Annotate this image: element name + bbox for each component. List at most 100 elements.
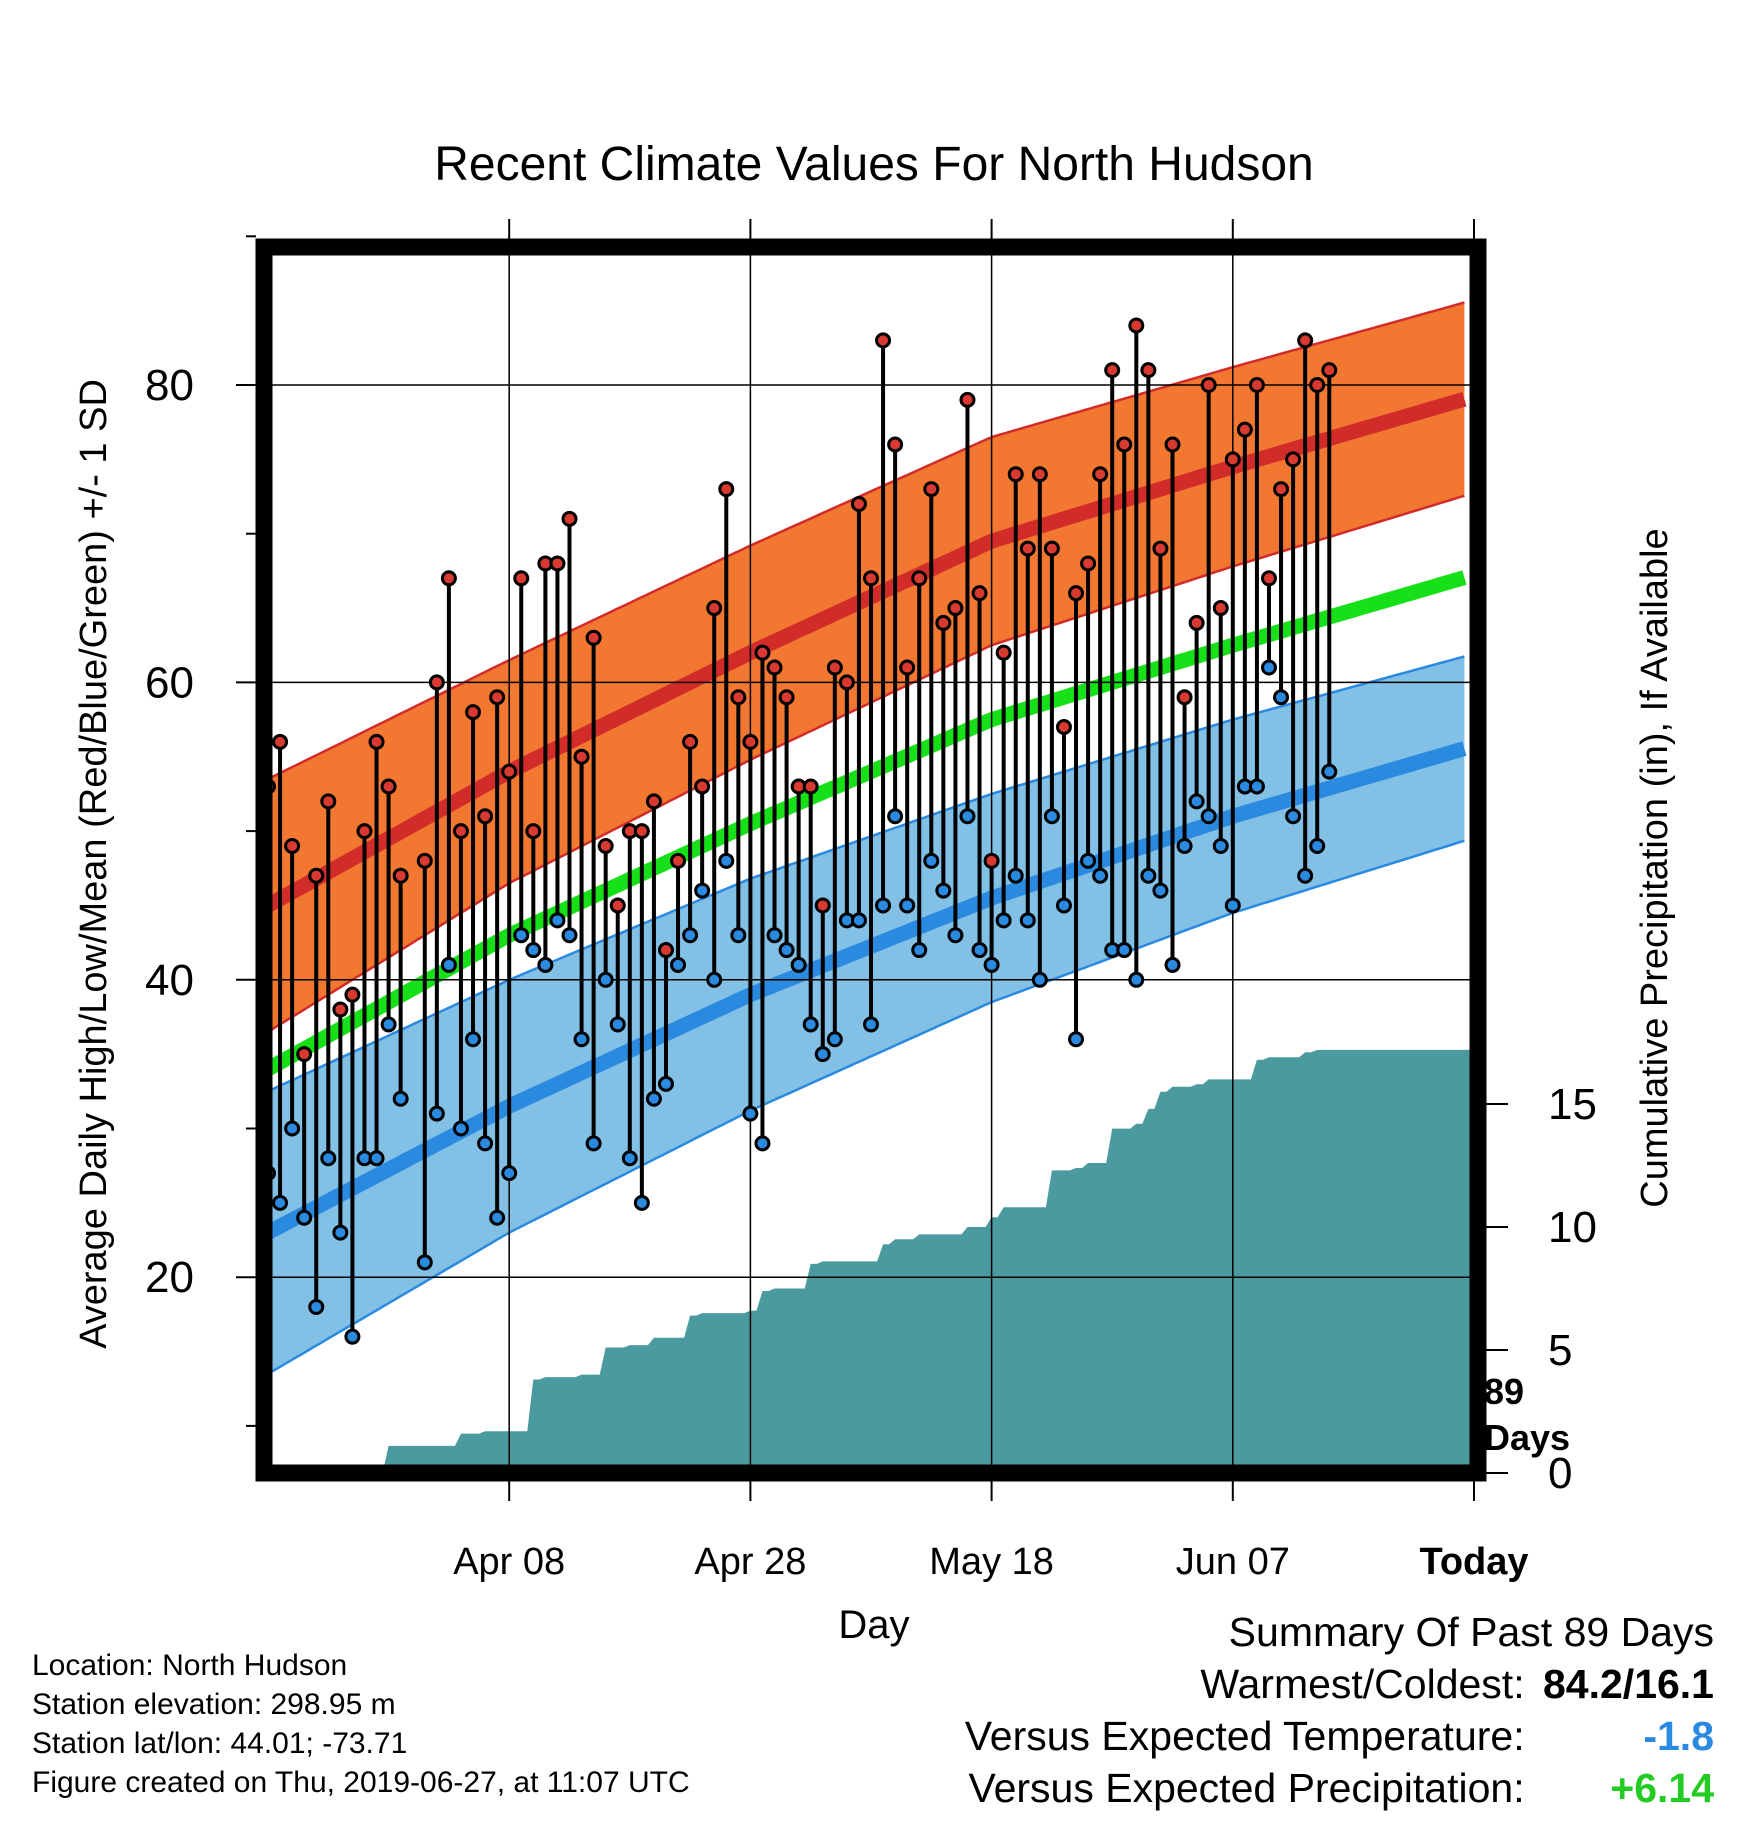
daily-high-point [1116,436,1133,453]
daily-high-point [682,733,699,750]
daily-high-point [706,600,723,617]
daily-high-point [380,778,397,795]
station-info: Location: North Hudson Station elevation… [32,1646,690,1802]
daily-high-point [609,897,626,914]
daily-high-point [959,391,976,408]
daily-high-point [863,570,879,587]
daily-dots [264,317,1338,1345]
daily-low-point [1285,808,1302,825]
daily-low-point [718,852,735,869]
daily-high-point [368,733,385,750]
daily-low-point [465,1031,482,1048]
daily-low-point [1188,793,1205,810]
daily-high-point [1031,466,1048,483]
daily-low-point [850,912,867,929]
y2-axis-label: Cumulative Precipitation (in), If Availa… [1634,528,1676,1207]
daily-low-point [1321,763,1338,780]
precip-label: Versus Expected Precipitation: [968,1765,1525,1811]
warm-cold-value: 84.2/16.1 [1543,1661,1714,1707]
daily-high-point [1092,466,1109,483]
daily-low-point [1140,867,1157,884]
daily-low-point [1248,778,1265,795]
daily-high-point [1068,585,1085,602]
daily-low-point [501,1165,518,1182]
daily-low-point [1260,659,1277,676]
daily-low-point [1055,897,1072,914]
low-band-lower-edge [264,839,1465,1378]
temp-label: Versus Expected Temperature: [964,1713,1525,1759]
daily-low-point [706,971,723,988]
daily-high-point [344,986,361,1003]
daily-low-point [537,956,554,973]
daily-high-point [1188,614,1205,631]
daily-low-point [1080,852,1097,869]
plot-frame [255,238,1487,1482]
daily-low-point [826,1031,843,1048]
y2-tick-label: 0 [1548,1449,1572,1498]
daily-low-point [320,1150,337,1167]
daily-low-point [802,1016,819,1033]
summary-warm-cold: Warmest/Coldest: 84.2/16.1 [965,1658,1714,1710]
y2-tick-label: 15 [1548,1080,1597,1129]
daily-low-point [730,927,747,944]
daily-low-point [983,956,1000,973]
daily-low-point [597,971,614,988]
daily-low-point [1224,897,1241,914]
daily-low-point [935,882,952,899]
daily-low-point [380,1016,397,1033]
daily-high-point [1248,377,1265,393]
daily-low-point [1007,867,1024,884]
daily-low-point [923,852,940,869]
y-tick-label: 80 [145,361,194,410]
daily-low-point [657,1075,674,1092]
daily-high-point [452,823,469,840]
latlon-text: Station lat/lon: 44.01; -73.71 [32,1727,408,1760]
plot-content [264,247,1478,1473]
daily-low-point [887,808,904,825]
daily-low-point [1092,867,1109,884]
daily-low-point [1043,808,1060,825]
daily-low-point [452,1120,469,1137]
daily-low-point [1297,867,1314,884]
daily-low-point [1309,837,1326,854]
daily-low-point [1212,837,1229,854]
precip-area [376,1049,1478,1473]
daily-high-point [670,852,687,869]
daily-low-point [1019,912,1036,929]
daily-high-point [501,763,518,780]
daily-high-point [513,570,530,587]
daily-high-point [730,689,747,706]
daily-low-point [971,942,988,959]
daily-high-point [838,674,855,691]
daily-high-point [657,942,674,959]
daily-low-point [489,1209,506,1226]
daily-high-point [525,823,542,840]
daily-low-point [899,897,916,914]
daily-high-point [911,570,928,587]
x-tick-label: Jun 07 [1176,1541,1290,1583]
daily-low-point [682,927,699,944]
daily-high-point [1104,362,1121,379]
daily-high-point [1043,540,1060,557]
x-tick-label: Today [1419,1541,1528,1583]
x-tick-label: Apr 28 [694,1541,806,1583]
daily-low-point [778,942,795,959]
daily-high-point [1285,451,1302,468]
daily-low-point [392,1090,409,1107]
low-band-upper-edge [264,655,1465,1095]
daily-low-point [609,1016,626,1033]
daily-low-point [790,956,807,973]
daily-low-point [1116,942,1133,959]
daily-low-point [814,1046,831,1063]
daily-high-point [778,689,795,706]
daily-low-point [344,1328,361,1345]
daily-low-point [754,1135,771,1152]
daily-low-point [911,942,928,959]
daily-low-point [633,1194,650,1211]
y2-tick-label: 10 [1548,1203,1597,1252]
daily-high-point [633,823,650,840]
daily-low-point [1164,956,1181,973]
daily-high-point [754,644,771,661]
daily-high-point [1212,600,1229,617]
y-tick-label: 20 [145,1253,194,1302]
